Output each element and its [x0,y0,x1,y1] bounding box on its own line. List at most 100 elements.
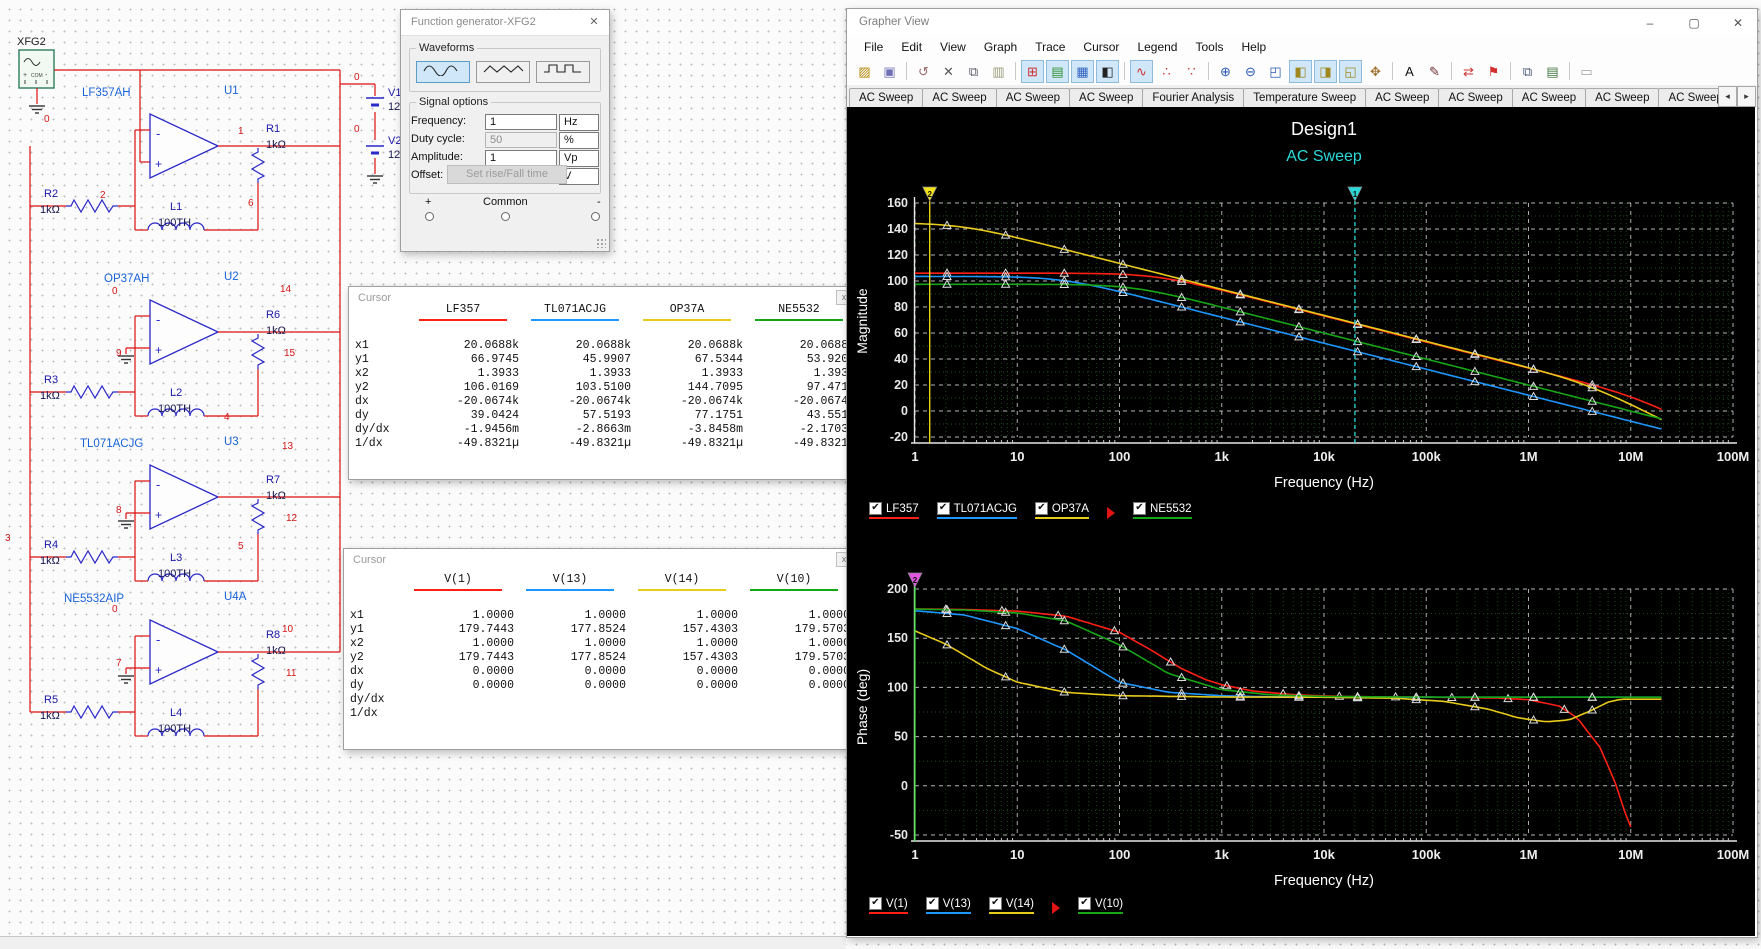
cursor-value: 45.9907 [582,353,631,366]
svg-text:-: - [156,632,160,647]
legend-item-op37a[interactable]: ✔ OP37A [1034,502,1089,519]
unit-box[interactable]: V [559,168,599,185]
maximize-icon[interactable]: ▢ [1688,15,1700,30]
triangle-wave-button[interactable] [476,61,530,83]
grapher-view-window[interactable]: Grapher View – ▢ ✕ File Edit View Graph Trace C… [846,8,1758,938]
function-generator-dialog[interactable]: Function generator-XFG2 ✕ Waveforms Sign… [400,9,610,252]
copy-graph-icon[interactable]: ⧉ [1522,63,1533,79]
cursor-window-2[interactable]: Cursor x V(1) V(13) V(14) V(10) x1 1.0000 1.00… [343,548,856,750]
menu-legend[interactable]: Legend [1137,39,1178,54]
legend-checkbox[interactable]: ✔ [1034,502,1048,515]
grid-icon[interactable]: ⊞ [1021,59,1044,83]
legend-item-lf357[interactable]: ✔ LF357 [869,502,919,519]
legend-checkbox[interactable]: ✔ [869,502,882,515]
tab-fourier-analysis-4[interactable]: Fourier Analysis [1142,88,1245,107]
legend-item-v13[interactable]: ✔ V(13) [925,897,971,914]
input-dutycycle[interactable] [485,132,557,148]
delete-icon[interactable]: ✕ [943,63,954,79]
input-frequency[interactable] [485,114,557,130]
zoom-window-icon[interactable]: ◰ [1269,63,1282,79]
close-icon[interactable]: ✕ [589,16,599,28]
legend-label: V(1) [886,897,908,910]
overlay-icon[interactable]: ◧ [1096,59,1119,83]
legend-icon[interactable]: ▤ [1046,59,1069,83]
legend-item-v14[interactable]: ✔ V(14) [988,897,1034,914]
tab-ac-sweep-7[interactable]: AC Sweep [1438,88,1513,107]
disabled-icon[interactable]: ▭ [1580,63,1593,79]
menu-cursor[interactable]: Cursor [1083,39,1120,54]
cursor-value: 39.0424 [470,409,519,422]
flag-icon[interactable]: ⚑ [1487,63,1500,79]
minimize-icon[interactable]: – [1646,15,1654,30]
tab-ac-sweep-0[interactable]: AC Sweep [849,88,924,107]
legend-checkbox[interactable]: ✔ [988,897,1002,910]
cursor-window-1[interactable]: Cursor x LF357 TL071ACJG OP37A NE5532 x1 20.0… [348,286,856,480]
menu-edit[interactable]: Edit [901,39,923,54]
menu-tools[interactable]: Tools [1195,39,1224,54]
cursor-row: x1 20.0688k 20.0688k 20.0688k 20.0688k [351,339,855,353]
legend-checkbox[interactable]: ✔ [925,897,939,910]
open-icon[interactable]: ▨ [858,63,871,79]
tab-scroll-right[interactable]: ▸ [1737,86,1756,107]
arrows-icon[interactable]: ⇄ [1463,63,1474,79]
grapher-titlebar[interactable]: Grapher View – ▢ ✕ [847,9,1757,37]
tab-ac-sweep-9[interactable]: AC Sweep [1585,88,1660,107]
paste-icon[interactable]: ▥ [992,63,1005,79]
menu-file[interactable]: File [864,39,884,54]
copy-icon[interactable]: ⧉ [968,63,979,79]
trace-peak-icon[interactable]: ∿ [1130,59,1153,83]
zoom-x-icon[interactable]: ◧ [1289,59,1312,83]
plus-terminal[interactable] [425,212,434,221]
tab-temperature-sweep-5[interactable]: Temperature Sweep [1243,88,1367,107]
square-wave-button[interactable] [536,61,590,83]
zoom-y-icon[interactable]: ◨ [1314,59,1337,83]
menu-graph[interactable]: Graph [983,39,1018,54]
undo-icon[interactable]: ↺ [918,63,929,79]
unit-box[interactable]: Hz [559,114,599,131]
tab-ac-sweep-10[interactable]: AC Sweep [1658,88,1718,107]
function-generator-titlebar[interactable]: Function generator-XFG2 ✕ [401,10,609,36]
legend-checkbox[interactable]: ✔ [936,502,950,515]
tab-ac-sweep-1[interactable]: AC Sweep [922,88,997,107]
annotate-icon[interactable]: ✎ [1429,63,1440,79]
legend-checkbox[interactable]: ✔ [869,897,882,910]
resize-grip[interactable] [596,238,606,248]
unit-box[interactable]: % [559,132,599,149]
legend-item-v10[interactable]: ✔ V(10) [1077,897,1124,914]
zoom-out-icon[interactable]: ⊖ [1245,63,1256,79]
tab-ac-sweep-3[interactable]: AC Sweep [1069,88,1144,107]
grapher-chart-area[interactable]: 160 140 120 100 80 60 40 20 0 -20 1 10 100 1k 10k 100k 1… [847,107,1755,936]
minus-terminal[interactable] [591,212,600,221]
row-label: x1 [355,339,369,352]
trace-line-dots-icon[interactable]: ∵ [1187,63,1196,79]
legend-checkbox[interactable]: ✔ [1077,897,1091,910]
zoom-in-icon[interactable]: ⊕ [1220,63,1231,79]
sine-wave-button[interactable] [416,61,470,83]
export-icon[interactable]: ▤ [1546,63,1559,79]
input-amplitude[interactable] [485,150,557,166]
menu-trace[interactable]: Trace [1035,39,1066,54]
horizontal-scrollbar[interactable] [0,936,846,949]
set-rise-fall-button[interactable]: Set rise/Fall time [447,165,567,184]
save-icon[interactable]: ▣ [883,63,896,79]
tab-ac-sweep-2[interactable]: AC Sweep [995,88,1071,107]
tab-ac-sweep-6[interactable]: AC Sweep [1365,88,1440,107]
common-terminal[interactable] [501,212,510,221]
axes-icon[interactable]: ▦ [1071,59,1094,83]
trace-dots-icon[interactable]: ∴ [1162,63,1171,79]
legend-item-v1[interactable]: ✔ V(1) [869,897,908,914]
legend-item-tl071acjg[interactable]: ✔ TL071ACJG [936,502,1017,519]
text-icon[interactable]: A [1405,63,1414,79]
close-icon[interactable]: ✕ [1732,15,1744,30]
legend-checkbox[interactable]: ✔ [1132,502,1146,515]
legend-item-ne5532[interactable]: ✔ NE5532 [1132,502,1192,519]
menu-help[interactable]: Help [1241,39,1267,54]
unit-box[interactable]: Vp [559,150,599,167]
menu-view[interactable]: View [940,39,966,54]
svg-text:-: - [156,312,160,327]
zoom-fit-icon[interactable]: ◱ [1339,59,1362,83]
tab-scroll-left[interactable]: ◂ [1718,86,1737,107]
tab-ac-sweep-8[interactable]: AC Sweep [1511,88,1587,107]
pan-icon[interactable]: ✥ [1370,63,1381,79]
